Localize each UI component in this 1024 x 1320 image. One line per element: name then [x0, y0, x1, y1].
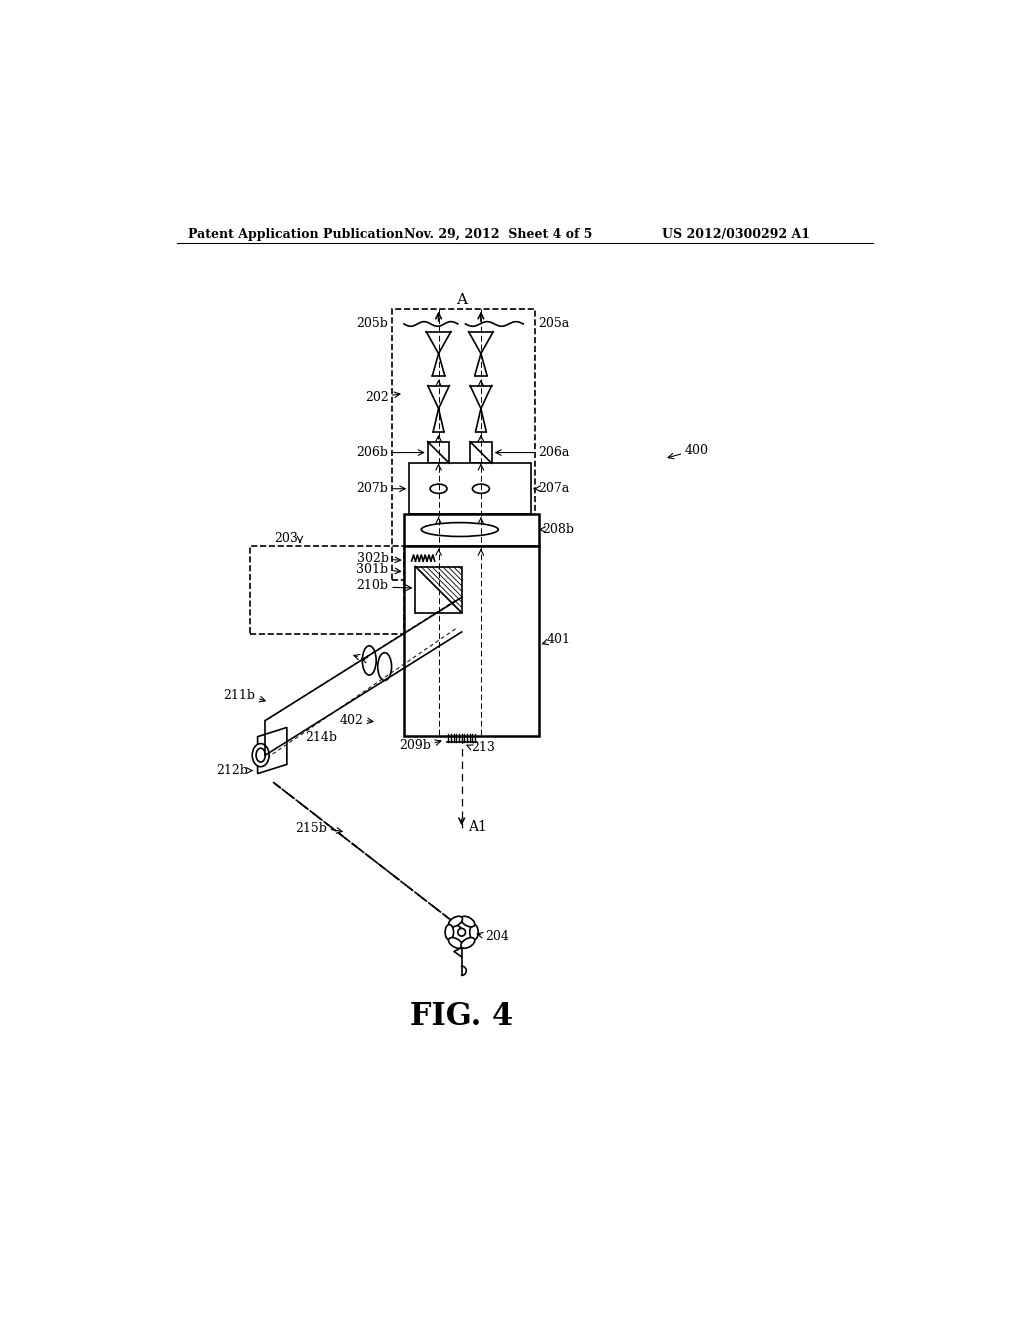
Text: FIG. 4: FIG. 4: [410, 1002, 513, 1032]
Text: 212b: 212b: [216, 764, 248, 777]
Bar: [470, 442, 492, 463]
Text: 203: 203: [274, 532, 298, 545]
Bar: [410, 463, 531, 515]
Text: 207a: 207a: [539, 482, 570, 495]
Bar: [250, 545, 403, 635]
Text: 205b: 205b: [356, 317, 388, 330]
Text: Nov. 29, 2012  Sheet 4 of 5: Nov. 29, 2012 Sheet 4 of 5: [403, 227, 592, 240]
Ellipse shape: [449, 916, 463, 927]
Text: A: A: [456, 293, 467, 308]
Ellipse shape: [421, 523, 499, 536]
Text: 204: 204: [484, 929, 509, 942]
Ellipse shape: [252, 743, 269, 767]
Text: 202: 202: [365, 391, 388, 404]
Ellipse shape: [362, 645, 376, 675]
Ellipse shape: [445, 924, 454, 940]
Ellipse shape: [430, 484, 447, 494]
Bar: [403, 513, 539, 545]
Text: 213: 213: [472, 741, 496, 754]
Text: 205a: 205a: [539, 317, 570, 330]
Text: 206a: 206a: [539, 446, 570, 459]
Circle shape: [458, 928, 466, 936]
Text: US 2012/0300292 A1: US 2012/0300292 A1: [662, 227, 810, 240]
Ellipse shape: [461, 937, 475, 948]
Bar: [403, 545, 539, 737]
Text: Patent Application Publication: Patent Application Publication: [188, 227, 403, 240]
Text: 400: 400: [685, 445, 709, 458]
Text: 301b: 301b: [356, 564, 388, 576]
Ellipse shape: [470, 924, 478, 940]
Ellipse shape: [378, 653, 391, 681]
Polygon shape: [258, 727, 287, 774]
Text: 211b: 211b: [223, 689, 255, 702]
Text: A1: A1: [468, 820, 486, 834]
Text: 402: 402: [339, 714, 364, 727]
Text: 401: 401: [547, 634, 570, 647]
Ellipse shape: [256, 748, 265, 762]
Ellipse shape: [472, 484, 489, 494]
Bar: [392, 309, 535, 581]
Ellipse shape: [461, 916, 475, 927]
Text: 302b: 302b: [356, 552, 388, 565]
Text: 210b: 210b: [356, 579, 388, 593]
Text: 209b: 209b: [399, 739, 431, 751]
Ellipse shape: [449, 937, 463, 948]
Bar: [428, 442, 450, 463]
Bar: [416, 566, 462, 612]
Text: 206b: 206b: [356, 446, 388, 459]
Text: 208b: 208b: [543, 523, 574, 536]
Text: 214b: 214b: [305, 731, 338, 744]
Text: 207b: 207b: [356, 482, 388, 495]
Text: 215b: 215b: [295, 822, 327, 834]
